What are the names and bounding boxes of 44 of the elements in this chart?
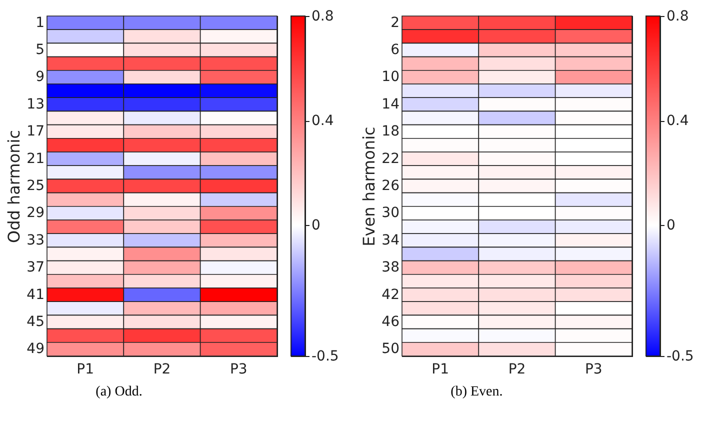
y-tick-label: 5 (36, 42, 44, 58)
y-tick-label: 25 (26, 178, 44, 194)
y-tick-label: 26 (382, 178, 400, 194)
y-tick-label: 45 (26, 314, 44, 330)
y-axis-title: Odd harmonic (4, 130, 24, 243)
y-tick-label: 13 (26, 96, 44, 112)
y-tick-label: 49 (26, 341, 44, 358)
y-tick-label: 46 (382, 314, 400, 330)
x-tick-label: P3 (230, 362, 248, 378)
color-bar-label: 0 (312, 218, 320, 234)
y-tick-label: 21 (26, 150, 44, 167)
color-bar-label: 0 (666, 218, 676, 234)
y-tick-label: 22 (382, 150, 400, 167)
x-tick-label: P1 (432, 362, 450, 378)
text: (a) Odd. (96, 384, 142, 400)
y-tick-label: 2 (390, 14, 400, 31)
y-tick-label: 50 (382, 341, 400, 358)
color-bar-label: 0.8 (312, 8, 334, 24)
color-bar-label: 0.4 (666, 113, 689, 130)
y-tick-label: 29 (26, 205, 44, 222)
y-tick-label: 33 (26, 232, 44, 248)
color-bar-label: -0.5 (312, 348, 339, 364)
y-tick-label: 9 (36, 69, 44, 86)
x-tick-label: P3 (584, 362, 602, 378)
color-bar-label: 0.4 (312, 113, 334, 130)
y-tick-label: 38 (382, 260, 400, 276)
y-tick-label: 17 (26, 124, 44, 140)
y-tick-label: 30 (382, 205, 400, 222)
x-tick-label: P2 (153, 362, 171, 378)
y-tick-label: 18 (382, 124, 400, 140)
text: (b) Even. (450, 384, 503, 400)
y-tick-label: 14 (382, 96, 400, 112)
y-axis-title: Even harmonic (360, 126, 379, 246)
y-tick-label: 1 (36, 14, 44, 31)
x-tick-label: P1 (76, 362, 94, 378)
color-bar-label: -0.5 (666, 348, 694, 364)
y-tick-label: 10 (382, 69, 400, 86)
y-tick-label: 42 (382, 286, 400, 303)
y-tick-label: 6 (390, 42, 400, 58)
color-bar-label: 0.8 (666, 8, 689, 24)
x-tick-label: P2 (508, 362, 526, 378)
y-tick-label: 37 (26, 260, 44, 276)
y-tick-label: 41 (26, 286, 44, 303)
y-tick-label: 34 (382, 232, 400, 248)
